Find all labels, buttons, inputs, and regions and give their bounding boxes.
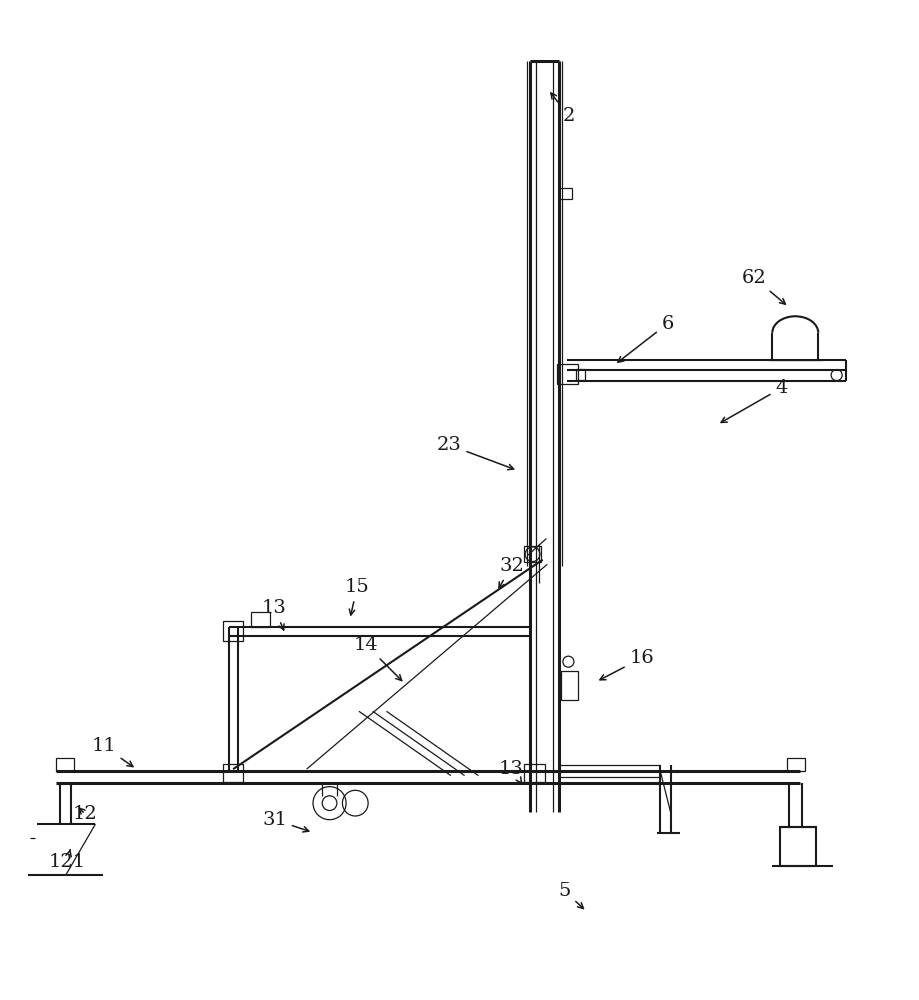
Text: 16: 16 — [599, 649, 653, 680]
Bar — [222, 764, 243, 782]
Text: 2: 2 — [550, 93, 574, 125]
Bar — [222, 621, 243, 641]
Bar — [251, 612, 269, 627]
Text: 15: 15 — [345, 578, 369, 615]
Text: 5: 5 — [558, 882, 583, 909]
Bar — [559, 188, 572, 199]
Text: 13: 13 — [262, 599, 287, 630]
Text: 6: 6 — [618, 315, 673, 362]
Bar — [786, 758, 804, 771]
Text: 32: 32 — [498, 557, 523, 588]
Text: 4: 4 — [720, 379, 787, 422]
Bar — [561, 671, 577, 700]
Text: 14: 14 — [354, 636, 402, 681]
Bar — [557, 364, 577, 384]
Text: 11: 11 — [91, 737, 133, 767]
Bar — [524, 764, 544, 782]
Bar — [524, 546, 540, 562]
Bar — [575, 369, 584, 380]
Text: 12: 12 — [73, 805, 97, 823]
Bar — [56, 758, 74, 771]
Text: 23: 23 — [436, 436, 513, 470]
Text: 13: 13 — [498, 760, 523, 783]
Text: 121: 121 — [48, 850, 85, 871]
Text: 31: 31 — [262, 811, 309, 832]
Bar — [778, 827, 815, 866]
Text: 62: 62 — [741, 269, 785, 304]
